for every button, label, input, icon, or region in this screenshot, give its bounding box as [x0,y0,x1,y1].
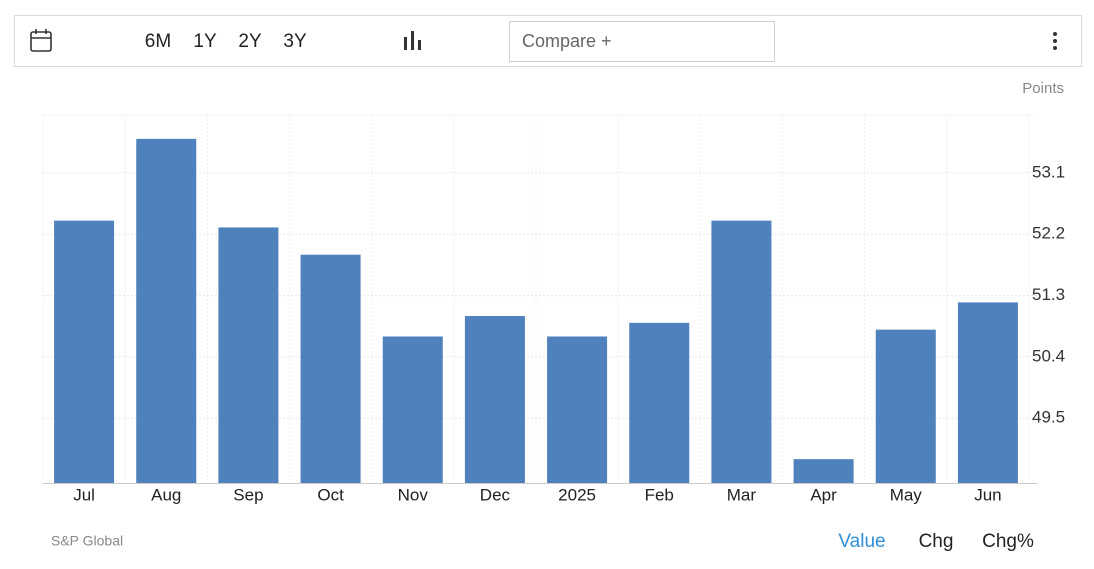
compare-placeholder[interactable]: Compare + [522,31,612,51]
x-tick-label: Nov [398,485,429,504]
x-tick-label: Apr [810,485,837,504]
range-button[interactable]: 2Y [238,31,262,52]
range-button[interactable]: 1Y [193,31,217,52]
y-tick-label: 50.4 [1032,346,1065,365]
chart-type-icon[interactable] [404,31,421,50]
y-tick-label: 51.3 [1032,285,1065,304]
bar [382,336,443,483]
calendar-icon[interactable] [30,29,52,52]
x-tick-label: Jun [974,485,1001,504]
bar [957,302,1018,483]
range-button[interactable]: 3Y [283,31,307,52]
more-menu[interactable] [1053,32,1057,50]
x-tick-label: Mar [727,485,757,504]
bar [793,459,854,483]
bar [547,336,608,483]
x-tick-label: 2025 [558,485,596,504]
bar [875,329,936,483]
unit-label: Points [1022,80,1064,97]
compare-input[interactable] [509,21,775,62]
bar [136,138,197,483]
bar [218,227,279,483]
range-button[interactable]: 6M [145,31,171,52]
x-tick-label: Sep [233,485,263,504]
x-tick-label: Aug [151,485,181,504]
x-tick-label: Jul [73,485,95,504]
x-tick-label: May [890,485,923,504]
value-tab[interactable]: Chg% [982,531,1034,552]
source: S&P Global [51,533,123,549]
bar [464,316,525,483]
bar [711,220,772,483]
y-tick-label: 53.1 [1032,162,1065,181]
x-tick-label: Feb [645,485,674,504]
y-tick-label: 52.2 [1032,224,1065,243]
y-tick-label: 49.5 [1032,408,1065,427]
x-tick-label: Dec [480,485,511,504]
value-tab[interactable]: Chg [919,531,954,552]
bar [300,254,361,483]
x-tick-label: Oct [317,485,344,504]
value-tab[interactable]: Value [838,531,885,552]
bar [629,322,690,483]
bar [54,220,115,483]
